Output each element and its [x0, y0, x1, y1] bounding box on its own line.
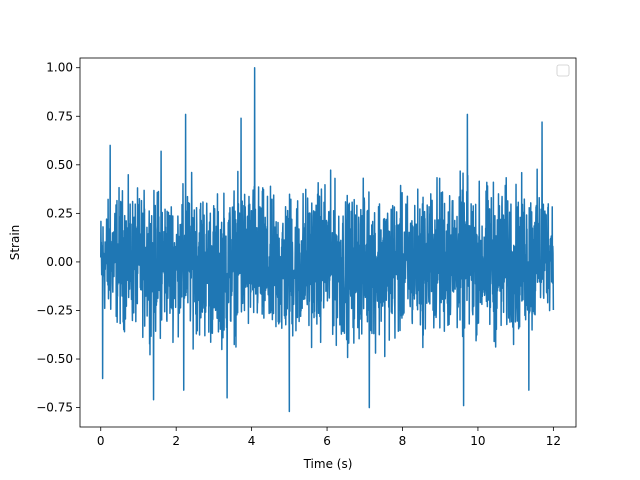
x-axis: 0 2 4 6 8 10 12	[97, 427, 561, 448]
x-tick-label: 6	[323, 434, 331, 448]
x-tick-label: 10	[470, 434, 485, 448]
series-layer	[100, 66, 555, 413]
plot-frame	[79, 57, 577, 428]
x-axis-label: Time (s)	[303, 457, 353, 471]
y-tick-label: 1.00	[46, 61, 73, 75]
y-tick-label: −0.75	[36, 401, 73, 415]
strain-series-line	[100, 66, 555, 413]
y-tick-label: 0.75	[46, 109, 73, 123]
x-tick-label: 8	[399, 434, 407, 448]
y-tick-label: 0.25	[46, 206, 73, 220]
y-tick-label: 0.50	[46, 158, 73, 172]
y-tick-label: −0.25	[36, 303, 73, 317]
x-tick-label: 0	[97, 434, 105, 448]
legend-box[interactable]	[556, 64, 570, 77]
y-axis-label: Strain	[8, 225, 22, 261]
x-tick-label: 12	[546, 434, 561, 448]
y-tick-label: 0.00	[46, 255, 73, 269]
y-axis: −0.75 −0.50 −0.25 0.00 0.25 0.50 0.75 1.00	[36, 61, 80, 415]
x-tick-label: 4	[248, 434, 256, 448]
x-tick-label: 2	[172, 434, 180, 448]
y-tick-label: −0.50	[36, 352, 73, 366]
